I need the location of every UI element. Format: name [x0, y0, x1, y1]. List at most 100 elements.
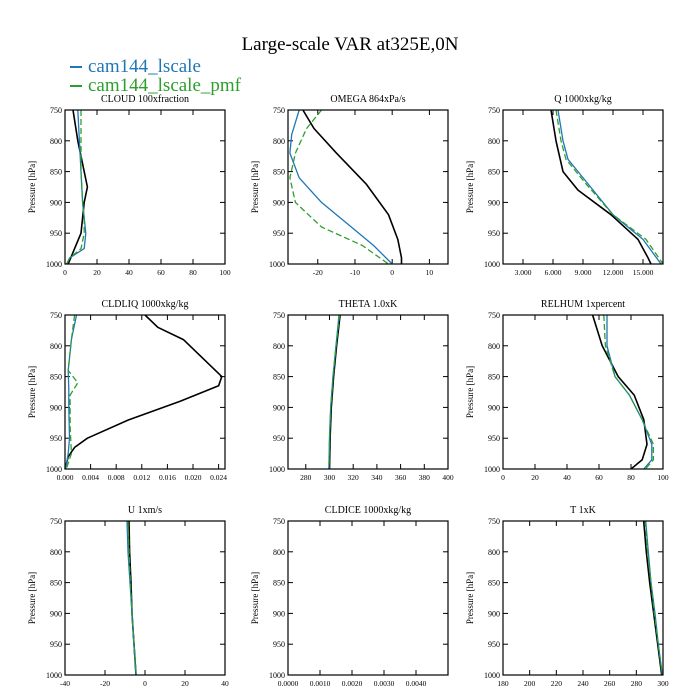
- y-axis-label: Pressure [hPa]: [465, 572, 475, 624]
- y-tick-label: 850: [50, 579, 62, 588]
- series-line-2: [557, 109, 662, 265]
- x-tick-label: 0: [390, 268, 394, 277]
- x-tick-label: 20: [181, 679, 189, 688]
- x-tick-label: 40: [221, 679, 229, 688]
- panel-title: CLDLIQ 1000xkg/kg: [102, 299, 189, 310]
- x-tick-label: 6.000: [545, 268, 562, 277]
- y-tick-label: 750: [488, 311, 500, 320]
- panel-title: CLDICE 1000xkg/kg: [325, 505, 411, 516]
- y-tick-label: 1000: [46, 465, 62, 474]
- y-tick-label: 900: [273, 609, 285, 618]
- y-tick-label: 750: [50, 311, 62, 320]
- y-tick-label: 900: [50, 198, 62, 207]
- x-tick-label: 12.000: [603, 268, 624, 277]
- plot-frame: [287, 520, 449, 676]
- x-tick-label: 0.0020: [342, 679, 363, 688]
- x-tick-label: 0.024: [210, 473, 227, 482]
- panel-4: CLDLIQ 1000xkg/kg Pressure [hPa] 750 800 850…: [27, 299, 227, 482]
- y-tick-label: 800: [50, 342, 62, 351]
- series-line-3: [644, 520, 663, 676]
- x-tick-label: 280: [300, 473, 312, 482]
- panel-title: OMEGA 864xPa/s: [330, 94, 405, 105]
- y-tick-label: 950: [50, 229, 62, 238]
- y-tick-label: 950: [50, 434, 62, 443]
- x-tick-label: 20: [531, 473, 539, 482]
- panel-1: CLOUD 100xfraction Pressure [hPa] 750 80 0 85…: [27, 94, 231, 277]
- y-tick-label: 800: [273, 342, 285, 351]
- x-tick-label: 180: [497, 679, 509, 688]
- y-tick-label: 800: [50, 548, 62, 557]
- y-tick-label: 1000: [46, 260, 62, 269]
- panel-2: OMEGA 864xPa/s Pressure [hPa] 750 800 850 900…: [250, 94, 449, 277]
- x-tick-label: 260: [604, 679, 616, 688]
- y-tick-label: 900: [50, 403, 62, 412]
- y-tick-label: 850: [488, 168, 500, 177]
- x-tick-label: 0.0040: [406, 679, 427, 688]
- y-tick-label: 850: [50, 373, 62, 382]
- x-tick-label: 220: [551, 679, 563, 688]
- y-tick-label: 950: [273, 434, 285, 443]
- x-tick-label: -40: [60, 679, 70, 688]
- x-tick-label: 80: [627, 473, 635, 482]
- y-tick-label: 750: [50, 517, 62, 526]
- x-tick-label: 0.004: [82, 473, 99, 482]
- figure-title: Large-scale VAR at325E,0N: [242, 34, 459, 55]
- panel-title: THETA 1.0xK: [339, 299, 398, 310]
- x-tick-label: 0: [143, 679, 147, 688]
- plot-frame: [502, 109, 664, 265]
- y-tick-label: 1000: [46, 671, 62, 680]
- panel-title: Q 1000xkg/kg: [554, 94, 612, 105]
- series-line-1: [550, 109, 652, 265]
- y-axis-label: Pressure [hPa]: [465, 366, 475, 418]
- y-tick-label: 1000: [484, 260, 500, 269]
- y-tick-label: 950: [273, 229, 285, 238]
- y-tick-label: 900: [50, 609, 62, 618]
- y-axis-label: Pressure [hPa]: [27, 572, 37, 624]
- y-tick-label: 800: [273, 548, 285, 557]
- y-tick-label: 750: [273, 311, 285, 320]
- panel-title: CLOUD 100xfraction: [101, 94, 189, 105]
- series-line-2: [66, 109, 87, 265]
- series-line-1: [591, 314, 648, 470]
- panel-8: CLDICE 1000xkg/kg Pressure [hPa] 750 800 850…: [250, 505, 449, 688]
- x-tick-label: 240: [577, 679, 589, 688]
- x-tick-label: -10: [350, 268, 360, 277]
- y-axis-label: Pressure [hPa]: [465, 161, 475, 213]
- y-axis-label: Pressure [hPa]: [27, 161, 37, 213]
- x-tick-label: 400: [442, 473, 454, 482]
- x-tick-label: 380: [419, 473, 431, 482]
- legend-label-2: cam144_lscale_pmf: [88, 75, 242, 96]
- x-tick-label: 60: [157, 268, 165, 277]
- x-tick-label: 20: [93, 268, 101, 277]
- x-tick-label: 0: [63, 268, 67, 277]
- x-tick-label: 0.008: [108, 473, 125, 482]
- y-tick-label: 900: [273, 198, 285, 207]
- y-tick-label: 800: [488, 342, 500, 351]
- x-tick-label: 0.020: [185, 473, 202, 482]
- x-tick-label: 0: [501, 473, 505, 482]
- y-tick-label: 900: [488, 403, 500, 412]
- x-tick-label: 40: [563, 473, 571, 482]
- x-tick-label: 80: [189, 268, 197, 277]
- series-line-3: [555, 109, 664, 265]
- y-tick-label: 750: [488, 106, 500, 115]
- panel-5: THETA 1.0xK 750 800 850 900 950 1000 280 300 320 3…: [269, 299, 454, 482]
- series-line-1: [64, 314, 223, 470]
- panel-3: Q 1000xkg/kg Pressure [hPa] 750 800 850 900 95…: [465, 94, 664, 277]
- x-tick-label: 360: [395, 473, 407, 482]
- series-line-3: [127, 520, 138, 676]
- y-tick-label: 800: [488, 137, 500, 146]
- plot-frame: [64, 314, 226, 470]
- y-tick-label: 1000: [269, 260, 285, 269]
- plot-frame: [502, 314, 664, 470]
- y-tick-label: 750: [50, 106, 62, 115]
- panel-9: T 1xK Pressure [hPa] 750 800 850 900 950 100018…: [465, 505, 669, 688]
- x-tick-label: 200: [524, 679, 536, 688]
- y-axis-label: Pressure [hPa]: [250, 572, 260, 624]
- y-tick-label: 850: [488, 373, 500, 382]
- panel-title: T 1xK: [570, 505, 596, 516]
- y-tick-label: 850: [50, 168, 62, 177]
- series-line-3: [603, 314, 655, 470]
